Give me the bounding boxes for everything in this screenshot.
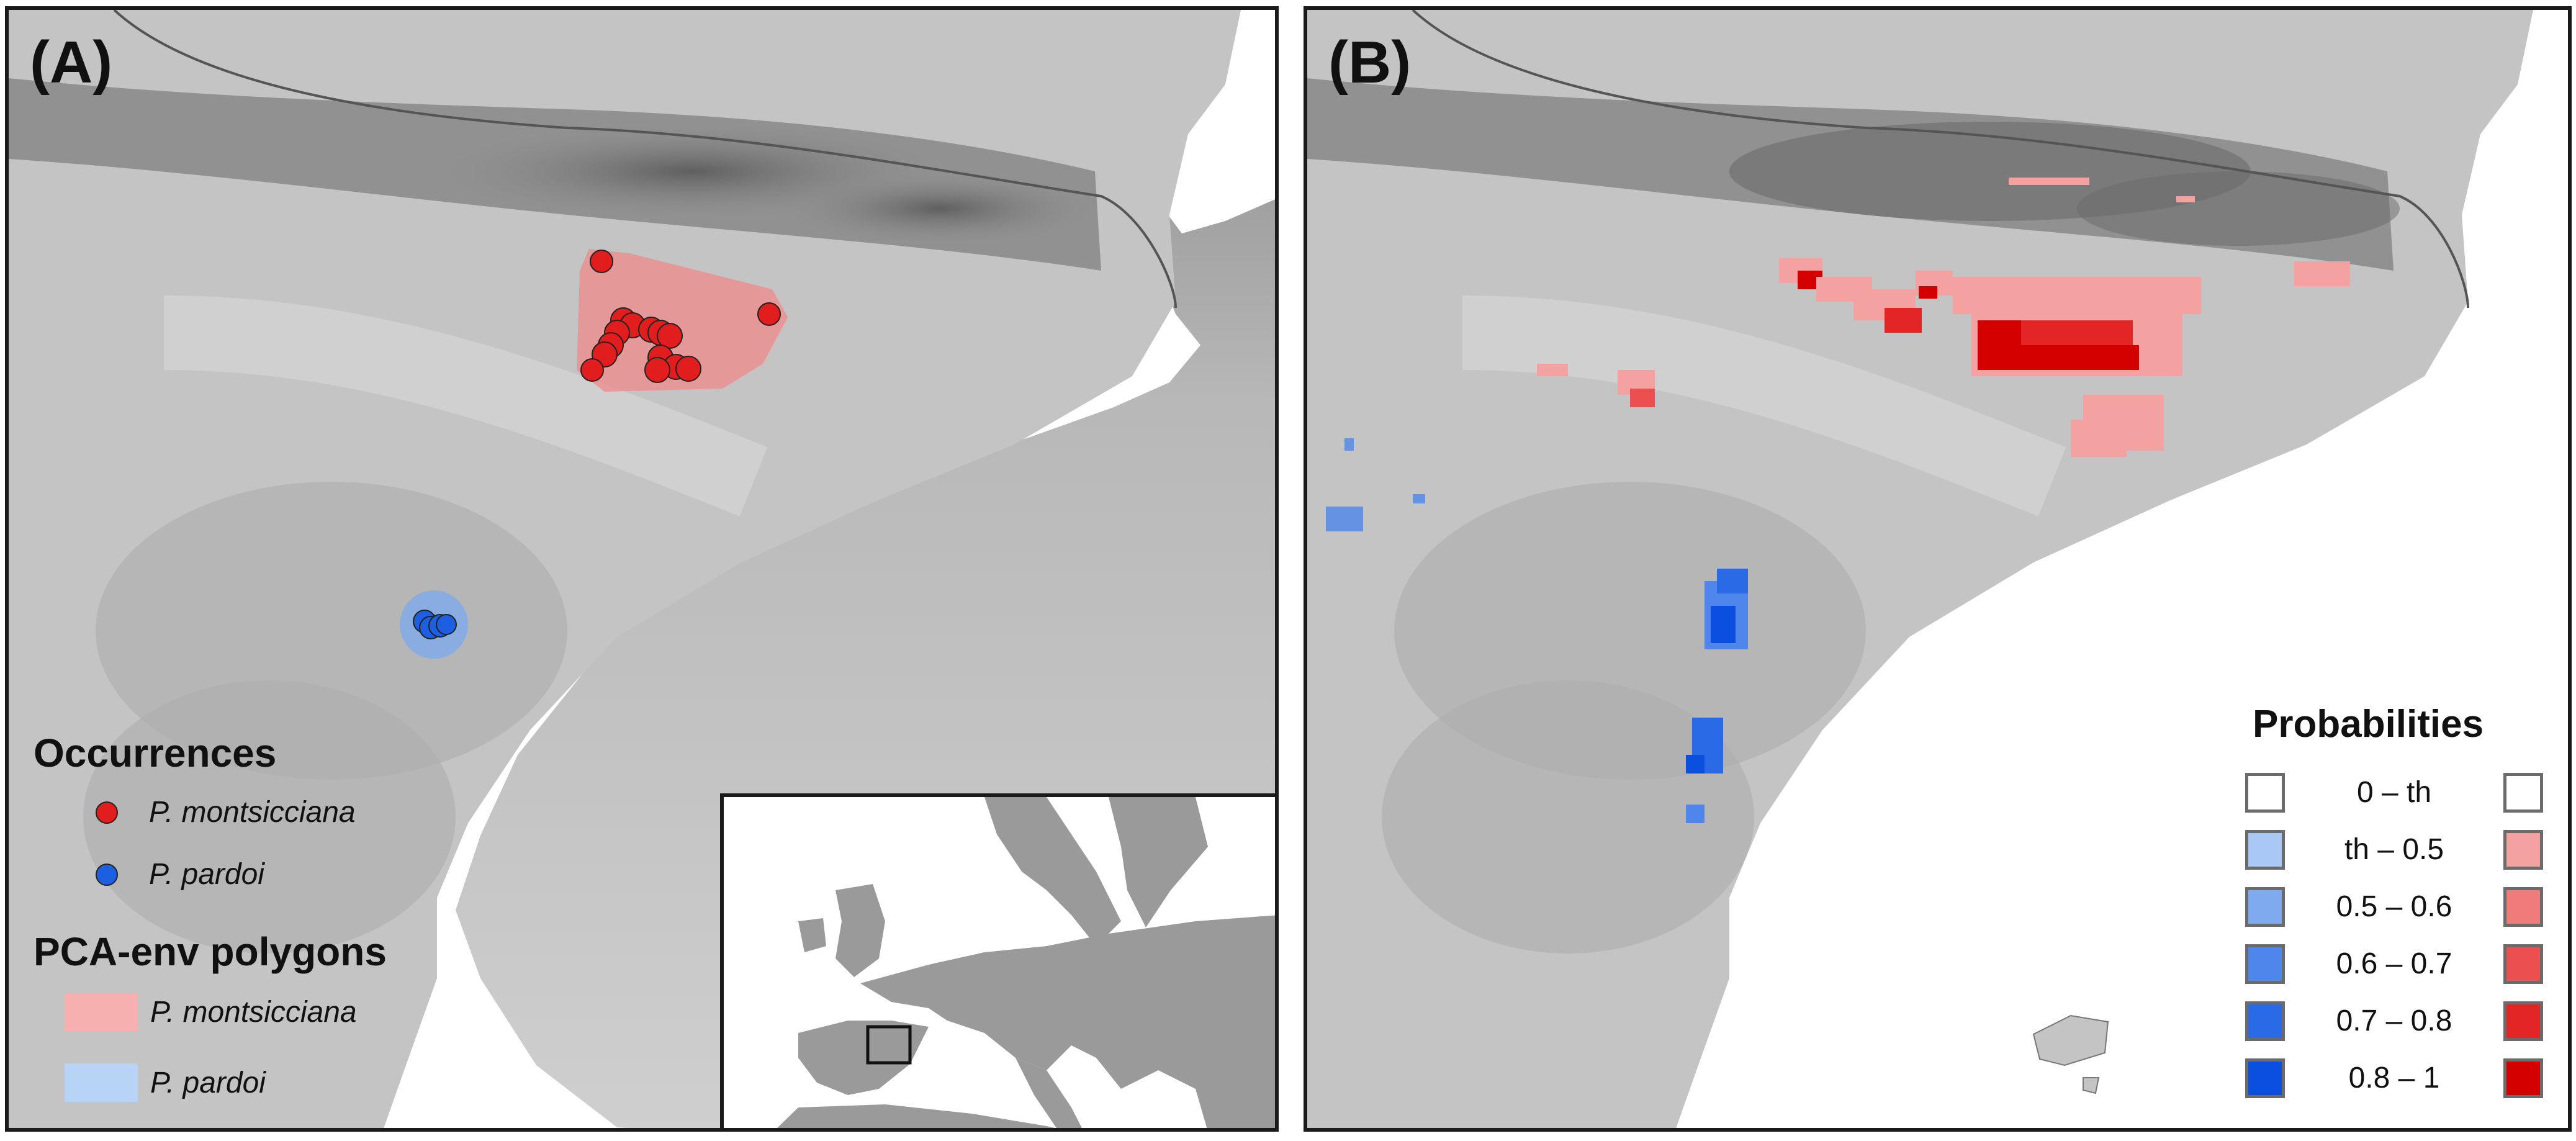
legend-item-pardoi-polygon: P. pardoi	[65, 1063, 266, 1102]
map-panel-b: (B) Probabilities 0 – th th – 0.5 0.5 – 0.…	[1304, 6, 2572, 1132]
probability-range-label: 0.5 – 0.6	[2336, 890, 2452, 923]
probability-row: 0.6 – 0.7	[2245, 942, 2543, 988]
blue-probability-swatch	[2245, 773, 2285, 813]
polygons-legend-title: PCA-env polygons	[34, 929, 387, 974]
map-panel-a: (A) Occurrences P. montsicciana P. pardo…	[5, 6, 1279, 1132]
blue-probability-swatch	[2245, 1058, 2285, 1098]
polygon-montsicciana	[577, 249, 788, 392]
probability-row: 0 – th	[2245, 770, 2543, 816]
red-probability-swatch	[2503, 1058, 2543, 1098]
panel-b-label: (B)	[1328, 29, 1412, 96]
blue-dot-icon	[96, 863, 118, 886]
red-probability-swatch	[2503, 830, 2543, 870]
legend-item-pardoi-point: P. pardoi	[96, 857, 264, 891]
red-dot-icon	[96, 801, 118, 824]
probability-patches-pardoi	[1326, 438, 1748, 823]
probability-range-label: th – 0.5	[2344, 833, 2444, 866]
red-probability-swatch	[2503, 887, 2543, 927]
blue-probability-swatch	[2245, 830, 2285, 870]
red-swatch	[65, 993, 138, 1031]
probabilities-legend: 0 – th th – 0.5 0.5 – 0.6 0.6 – 0.7 0.7 – 0.…	[2245, 770, 2543, 1118]
probability-row: 0.8 – 1	[2245, 1056, 2543, 1102]
probability-range-label: 0.7 – 0.8	[2336, 1004, 2452, 1037]
probability-range-label: 0.8 – 1	[2348, 1062, 2440, 1094]
red-probability-swatch	[2503, 944, 2543, 984]
blue-probability-swatch	[2245, 1001, 2285, 1041]
probability-row: th – 0.5	[2245, 828, 2543, 873]
occurrences-pardoi	[413, 610, 457, 639]
occurrences-montsicciana	[580, 250, 781, 383]
border-line	[1412, 10, 2469, 309]
panel-a-label: (A)	[30, 29, 113, 96]
occurrences-legend-title: Occurrences	[34, 731, 277, 775]
terrain-map-b	[1307, 10, 2568, 1128]
red-probability-swatch	[2503, 773, 2543, 813]
probability-row: 0.5 – 0.6	[2245, 885, 2543, 931]
europe-inset-map	[720, 793, 1275, 1128]
blue-probability-swatch	[2245, 944, 2285, 984]
study-area-box	[866, 1025, 912, 1065]
legend-item-montsicciana-point: P. montsicciana	[96, 795, 356, 829]
island-ibiza	[2032, 1014, 2109, 1067]
red-probability-swatch	[2503, 1001, 2543, 1041]
blue-swatch	[65, 1063, 138, 1102]
legend-item-montsicciana-polygon: P. montsicciana	[65, 993, 357, 1031]
blue-probability-swatch	[2245, 887, 2285, 927]
border-line	[113, 10, 1177, 309]
probability-row: 0.7 – 0.8	[2245, 999, 2543, 1045]
probability-range-label: 0 – th	[2356, 776, 2432, 809]
probability-range-label: 0.6 – 0.7	[2336, 947, 2452, 980]
probabilities-legend-title: Probabilities	[2253, 703, 2484, 746]
probability-patches-montsicciana	[1537, 178, 2350, 457]
